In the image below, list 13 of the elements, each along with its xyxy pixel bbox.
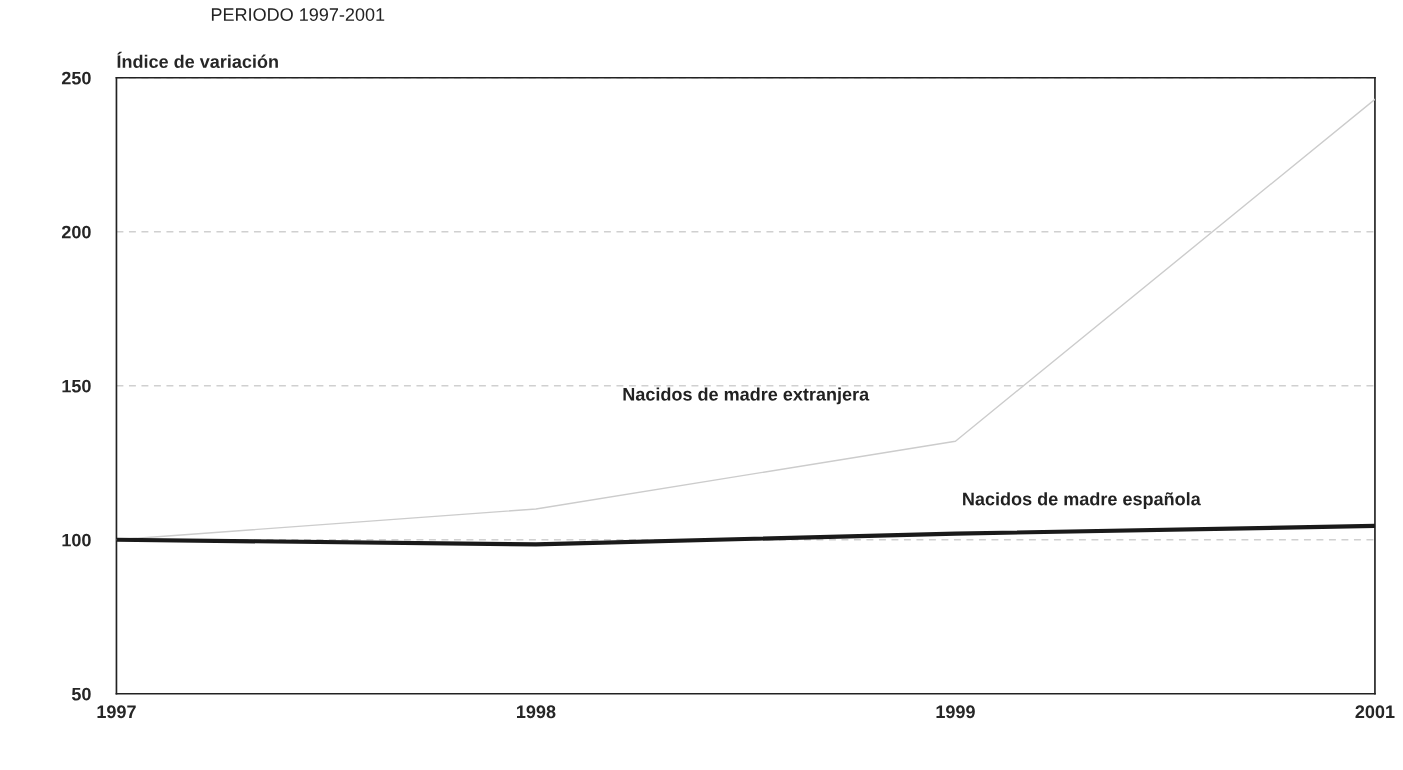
chart-title: PERIODO 1997-2001 <box>211 8 385 21</box>
x-tick-label: 1997 <box>97 705 136 719</box>
x-tick-label: 1998 <box>517 705 556 719</box>
y-tick-label: 50 <box>71 687 91 701</box>
y-tick-label: 200 <box>61 225 91 239</box>
y-tick-label: 100 <box>62 533 91 547</box>
y-tick-label: 150 <box>62 379 91 393</box>
y-tick-label: 250 <box>61 71 91 85</box>
series-label: Nacidos de madre española <box>963 492 1201 509</box>
x-tick-label: 1999 <box>936 705 975 719</box>
x-tick-label: 2001 <box>1355 705 1395 719</box>
text: Nacidos de madre extranjera <box>623 387 870 405</box>
y-axis-title: Índice de variación <box>117 51 278 69</box>
